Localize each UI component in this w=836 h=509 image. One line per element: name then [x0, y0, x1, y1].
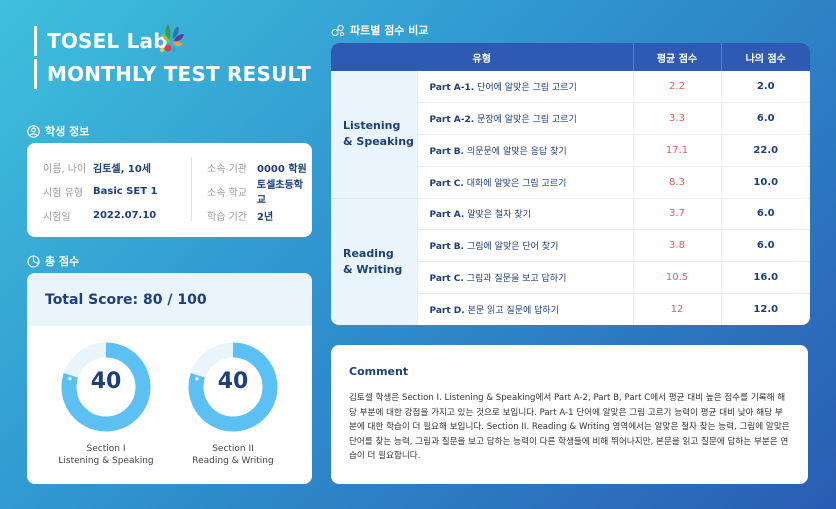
info-row: 이름, 나이 김토셀, 10세 [43, 163, 151, 175]
col-header-mine: 나의 점수 [720, 43, 810, 71]
avg-score: 3.8 [632, 229, 721, 262]
student-info-right: 소속 기관 0000 학원 소속 학교 토셀초등학교 학습 기간 2년 [207, 155, 312, 227]
table-row: Reading & Writing Part A. 알맞은 철자 찾기 3.7 … [331, 198, 810, 325]
comment-card: Comment 김토셀 학생은 Section I. Listening & S… [331, 345, 808, 484]
gauge-arc [61, 342, 151, 432]
gauge-end-dot [68, 377, 72, 381]
student-info-left: 이름, 나이 김토셀, 10세 시험 유형 Basic SET 1 시험일 2022.… [43, 155, 157, 227]
avg-score: 12 [632, 293, 721, 325]
table-header-row: 유형 평균 점수 나의 점수 [331, 43, 810, 71]
part-compare-label: 파트별 점수 비교 [331, 22, 429, 38]
report-header: TOSEL Lab MONTHLY TEST RESULT [34, 24, 311, 89]
total-score-header: Total Score: 80 / 100 [27, 273, 312, 326]
info-row: 시험일 2022.07.10 [43, 209, 157, 223]
total-score-text: Total Score: 80 / 100 [45, 291, 207, 308]
table-row: Part C. 그림과 질문을 보고 답하기 10.5 16.0 [331, 261, 810, 294]
part-score-table-card: 유형 평균 점수 나의 점수 Listening & Speaking Part… [331, 43, 810, 325]
my-score: 12.0 [720, 293, 810, 325]
gauge-value: 40 [217, 369, 249, 394]
part-name: Part A. 알맞은 철자 찾기 [416, 198, 633, 231]
gauge-caption: Section II Reading & Writing [192, 444, 274, 466]
gauge-section-2: 40 Section II Reading & Writing [187, 341, 279, 467]
my-score: 2.0 [720, 71, 810, 104]
my-score: 16.0 [720, 261, 810, 294]
part-name: Part D. 본문 읽고 질문에 답하기 [416, 293, 633, 325]
gauge-ring [188, 342, 278, 432]
table-row: Part B. 의문문에 알맞은 응답 찾기 17.1 22.0 [331, 134, 810, 167]
table-row: Part A-2. 문장에 알맞은 그림 고르기 3.3 6.0 [331, 102, 810, 135]
student-info-card: 이름, 나이 김토셀, 10세 시험 유형 Basic SET 1 시험일 2022.… [27, 143, 312, 237]
part-name: Part B. 그림에 알맞은 단어 찾기 [416, 229, 633, 262]
part-name: Part C. 대화에 알맞은 그림 고르기 [416, 166, 633, 199]
info-row: 소속 학교 토셀초등학교 [207, 180, 303, 206]
part-name: Part C. 그림과 질문을 보고 답하기 [416, 261, 633, 294]
avg-score: 3.7 [632, 198, 721, 231]
gauge-end-dot [195, 377, 199, 381]
brand-name: TOSEL Lab [47, 29, 168, 53]
part-name: Part A-1. 단어에 알맞은 그림 고르기 [416, 71, 633, 104]
gauge-arc [188, 342, 278, 432]
part-name: Part A-2. 문장에 알맞은 그림 고르기 [416, 102, 633, 135]
part-score-table: 유형 평균 점수 나의 점수 Listening & Speaking Part… [331, 43, 810, 325]
avg-score: 8.3 [632, 166, 721, 199]
section-cell-listening: Listening & Speaking [331, 71, 417, 199]
table-row: Part B. 그림에 알맞은 단어 찾기 3.8 6.0 [331, 229, 810, 262]
col-header-avg: 평균 점수 [632, 43, 721, 71]
avg-score: 17.1 [632, 134, 721, 167]
gauge-section-1: 40 Section I Listening & Speaking [58, 341, 154, 467]
section-cell-reading: Reading & Writing [331, 198, 417, 325]
gauge-ring [61, 342, 151, 432]
comment-title: Comment [349, 365, 409, 378]
info-row: 소속 기관 0000 학원 [207, 163, 307, 175]
my-score: 10.0 [720, 166, 810, 199]
my-score: 22.0 [720, 134, 810, 167]
total-score-label: 총 점수 [27, 253, 79, 269]
avg-score: 10.5 [632, 261, 721, 294]
tosel-logo-icon [159, 24, 184, 53]
brand-title: TOSEL Lab [34, 26, 311, 56]
table-row: Listening & Speaking Part A-1. 단어에 알맞은 그… [331, 71, 810, 199]
table-row: Part C. 대화에 알맞은 그림 고르기 8.3 10.0 [331, 166, 810, 199]
avg-score: 2.2 [632, 71, 721, 104]
gauge-value: 40 [90, 369, 122, 394]
avg-score: 3.3 [632, 102, 721, 135]
report-title: MONTHLY TEST RESULT [34, 59, 311, 89]
bubbles-icon [331, 24, 345, 36]
my-score: 6.0 [720, 198, 810, 231]
my-score: 6.0 [720, 102, 810, 135]
pie-chart-icon [27, 254, 40, 268]
comment-text: 김토셀 학생은 Section I. Listening & Speaking에… [349, 393, 790, 461]
table-row: Part D. 본문 읽고 질문에 답하기 12 12.0 [331, 293, 810, 325]
part-name: Part B. 의문문에 알맞은 응답 찾기 [416, 134, 633, 167]
info-row: 시험 유형 Basic SET 1 [43, 185, 158, 199]
my-score: 6.0 [720, 229, 810, 262]
person-icon [27, 124, 40, 138]
info-row: 학습 기간 2년 [207, 211, 274, 223]
col-header-type: 유형 [331, 43, 633, 71]
gauge-caption: Section I Listening & Speaking [58, 444, 154, 466]
info-divider [191, 157, 192, 221]
total-score-card: Total Score: 80 / 100 40 Section I Liste… [27, 273, 312, 484]
student-info-label: 학생 정보 [27, 123, 89, 139]
